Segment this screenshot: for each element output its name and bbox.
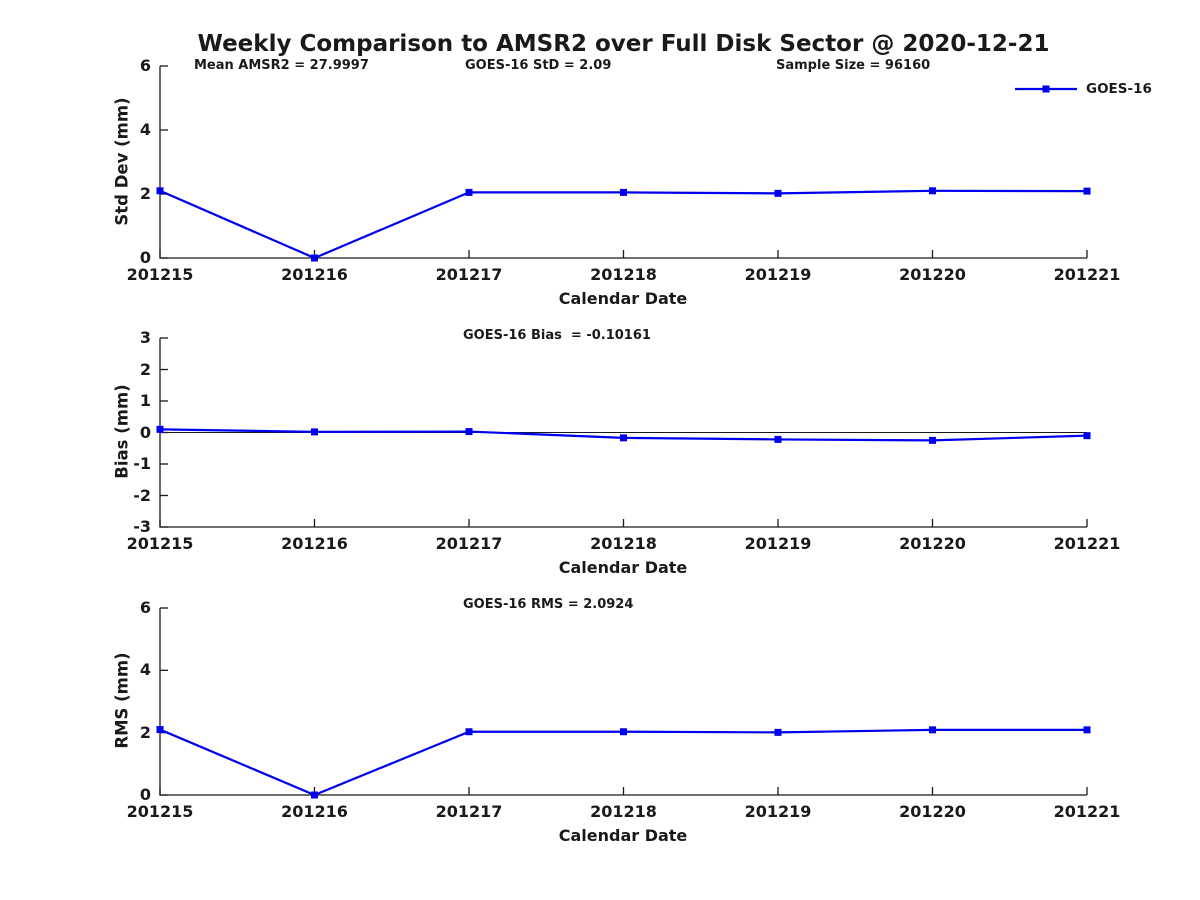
marker-bias-201216 <box>311 428 318 436</box>
marker-bias-201217 <box>465 428 473 436</box>
marker-std-dev-201215 <box>156 187 164 195</box>
marker-std-dev-201217 <box>465 188 473 196</box>
marker-std-dev-201219 <box>774 189 782 197</box>
legend: GOES-16 <box>1013 81 1152 97</box>
marker-rms-201221 <box>1083 726 1091 734</box>
ylabel-rms: RMS (mm) <box>112 652 132 749</box>
marker-bias-201219 <box>774 435 782 443</box>
annotation-goes16-rms: GOES-16 RMS = 2.0924 <box>463 597 634 612</box>
marker-std-dev-201218 <box>620 188 627 196</box>
marker-rms-201215 <box>156 726 164 734</box>
annotation-mean-amsr2: Mean AMSR2 = 27.9997 <box>194 58 369 73</box>
legend-label: GOES-16 <box>1086 81 1152 97</box>
legend-line-icon <box>1015 85 1077 93</box>
series-line-rms <box>159 728 1087 797</box>
marker-rms-201218 <box>620 728 627 736</box>
marker-std-dev-201221 <box>1083 187 1091 195</box>
marker-rms-201220 <box>929 726 936 734</box>
marker-rms-201216 <box>311 791 318 799</box>
ylabel-std-dev: Std Dev (mm) <box>112 97 132 226</box>
marker-std-dev-201220 <box>929 187 936 195</box>
marker-bias-201218 <box>620 434 627 442</box>
axis-rms <box>159 608 1087 796</box>
axis-std-dev <box>159 66 1087 259</box>
xlabel-bias: Calendar Date <box>558 558 688 577</box>
marker-std-dev-201216 <box>311 254 318 262</box>
marker-rms-201217 <box>465 728 473 736</box>
marker-bias-201215 <box>156 425 164 433</box>
annotation-goes16-std: GOES-16 StD = 2.09 <box>465 58 612 73</box>
marker-rms-201219 <box>774 728 782 736</box>
annotation-goes16-bias: GOES-16 Bias = -0.10161 <box>463 328 651 343</box>
marker-bias-201221 <box>1083 432 1091 440</box>
series-line-std-dev <box>159 189 1088 260</box>
xlabel-rms: Calendar Date <box>558 826 688 845</box>
annotation-sample-size: Sample Size = 96160 <box>776 58 931 73</box>
figure-title: Weekly Comparison to AMSR2 over Full Dis… <box>197 31 1050 57</box>
marker-bias-201220 <box>929 436 936 444</box>
xlabel-std-dev: Calendar Date <box>558 289 688 308</box>
ylabel-bias: Bias (mm) <box>112 384 132 479</box>
